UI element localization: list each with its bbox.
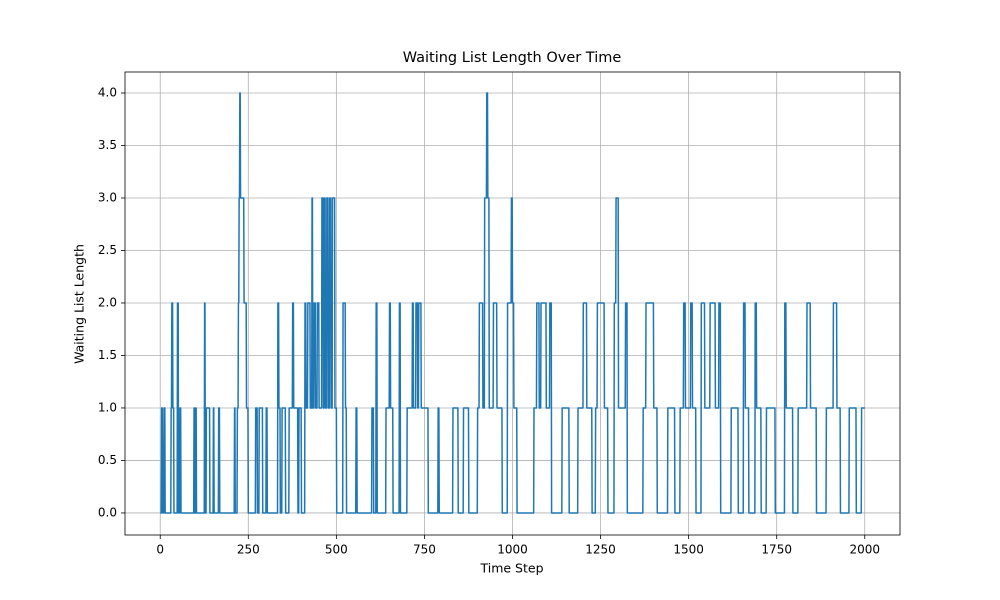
- y-tick-label: 2.0: [98, 295, 117, 309]
- x-tick-label: 1250: [585, 543, 616, 557]
- x-tick-label: 0: [156, 543, 164, 557]
- x-tick-label: 1000: [497, 543, 528, 557]
- y-tick-label: 1.5: [98, 348, 117, 362]
- y-tick-label: 0.0: [98, 505, 117, 519]
- x-tick-label: 250: [237, 543, 260, 557]
- data-line: [160, 92, 865, 514]
- y-tick-label: 1.0: [98, 400, 117, 414]
- y-axis-label: Waiting List Length: [72, 244, 87, 364]
- chart-title: Waiting List Length Over Time: [403, 50, 622, 66]
- x-tick-label: 500: [325, 543, 348, 557]
- x-tick-label: 750: [413, 543, 436, 557]
- x-tick-label: 1750: [761, 543, 792, 557]
- y-tick-label: 4.0: [98, 85, 117, 99]
- y-tick-label: 3.0: [98, 190, 117, 204]
- y-tick-label: 2.5: [98, 243, 117, 257]
- y-tick-label: 0.5: [98, 453, 117, 467]
- y-tick-label: 3.5: [98, 138, 117, 152]
- x-tick-label: 2000: [849, 543, 880, 557]
- x-tick-label: 1500: [673, 543, 704, 557]
- x-axis-label: Time Step: [479, 561, 543, 576]
- plot-frame: [124, 71, 901, 536]
